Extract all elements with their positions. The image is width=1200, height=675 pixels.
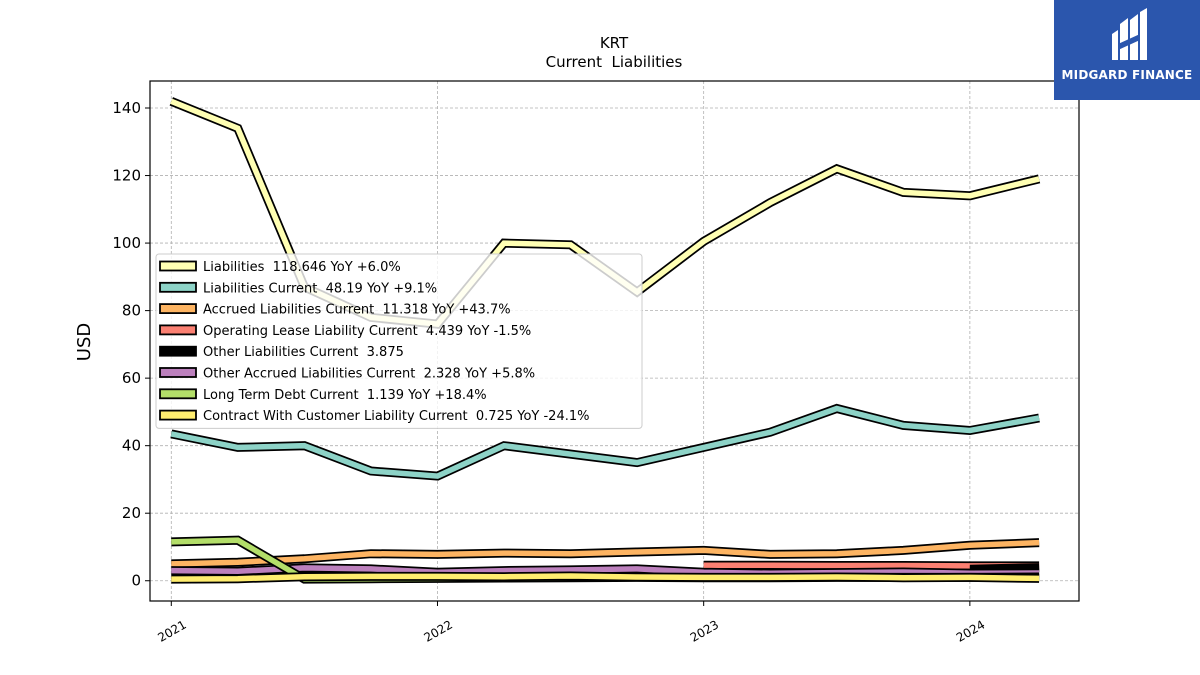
legend-entry-label: Operating Lease Liability Current 4.439 … [203,324,531,339]
series-line-stroke [171,573,1040,582]
legend-entry-label: Long Term Debt Current 1.139 YoY +18.4% [203,388,487,403]
x-tick-label: 2022 [422,617,455,644]
x-tick-label: 2023 [688,617,721,644]
chart-title: KRT [600,34,629,52]
legend-swatch [159,324,197,336]
series-line [171,563,1040,578]
logo-text: MIDGARD FINANCE [1061,68,1193,82]
legend-entry-label: Accrued Liabilities Current 11.318 YoY +… [203,303,511,318]
y-tick-label: 140 [112,99,141,117]
brand-logo: MIDGARD FINANCE [1054,0,1200,100]
y-tick-label: 60 [122,369,141,387]
y-ticks: 0 20 40 60 80 100 120 140 [112,99,150,590]
logo-mark-icon [1112,8,1147,60]
y-tick-label: 0 [131,572,141,590]
series-line [171,538,1040,569]
x-tick-label: 2024 [954,617,987,644]
legend-swatch [159,409,197,421]
y-tick-label: 20 [122,504,141,522]
y-tick-label: 40 [122,437,141,455]
legend-entry-label: Liabilities Current 48.19 YoY +9.1% [203,281,437,296]
plot-frame [149,80,1080,602]
series-line-stroke [171,539,1040,567]
series-line-stroke [170,405,1040,479]
x-ticks: 2021 2022 2023 2024 [155,601,987,645]
legend-box [155,253,643,429]
y-tick-label: 80 [122,302,141,320]
x-tick-label: 2021 [155,617,188,644]
legend-swatch [159,388,197,400]
legend-entry-label: Liabilities 118.646 YoY +6.0% [203,260,401,275]
legend-swatch [159,367,197,378]
chart-subtitle: Current Liabilities [546,53,683,71]
legend: Liabilities 118.646 YoY +6.0% Liabilities… [155,253,643,429]
legend-swatch [159,345,197,357]
legend-swatch [159,303,197,315]
y-tick-label: 100 [112,234,141,252]
series-line [170,403,1040,481]
legend-entry-label: Other Liabilities Current 3.875 [203,345,404,360]
y-tick-label: 120 [112,167,141,185]
series-line-stroke [171,565,1040,577]
legend-entry-label: Other Accrued Liabilities Current 2.328 … [203,367,535,382]
series-line [171,571,1040,584]
legend-entry-label: Contract With Customer Liability Current… [203,409,589,424]
series-layer [169,97,1041,584]
y-axis-label: USD [74,323,95,361]
legend-swatch [159,281,197,293]
legend-swatch [159,260,197,272]
